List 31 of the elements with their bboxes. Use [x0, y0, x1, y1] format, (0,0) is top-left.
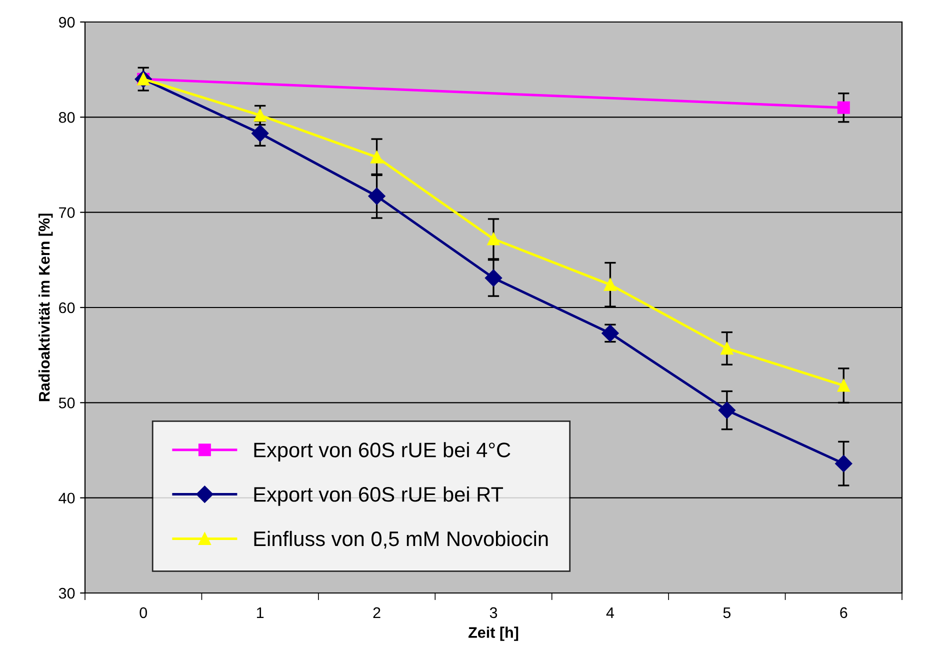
y-tick-label: 90: [59, 16, 75, 28]
point: [718, 402, 736, 419]
point: [487, 232, 500, 246]
point: [837, 101, 850, 114]
point: [837, 379, 850, 392]
y-tick-label: 50: [58, 398, 75, 408]
point: [254, 109, 266, 122]
x-tick-label: 5: [723, 607, 731, 618]
point: [484, 269, 502, 287]
legend-label: Einfluss von 0,5 mM Novobiocin: [254, 530, 548, 549]
x-tick-label: 3: [490, 607, 498, 618]
y-tick-label: 60: [59, 302, 75, 314]
x-axis-title: Zeit [h]: [468, 626, 518, 641]
x-tick-label: 2: [373, 607, 380, 618]
point: [835, 455, 852, 472]
x-tick-label: 1: [256, 607, 264, 618]
x-tick-label: 0: [140, 607, 148, 618]
legend-label: Export von 60S rUE bei RT: [254, 486, 504, 506]
x-tick-label: 6: [840, 607, 848, 618]
point: [720, 342, 734, 355]
y-tick-label: 30: [58, 588, 75, 599]
point: [370, 150, 384, 164]
y-tick-label: 70: [59, 207, 75, 218]
point: [368, 188, 386, 205]
point: [604, 278, 616, 291]
y-tick-label: 80: [58, 112, 75, 123]
x-tick-label: 4: [606, 607, 614, 618]
legend-label: Export von 60S rUE bei 4°C: [254, 442, 510, 462]
y-tick-label: 40: [58, 492, 75, 504]
y-axis-title: Radioaktivität im Kern [%]: [38, 214, 53, 402]
point: [252, 124, 269, 142]
